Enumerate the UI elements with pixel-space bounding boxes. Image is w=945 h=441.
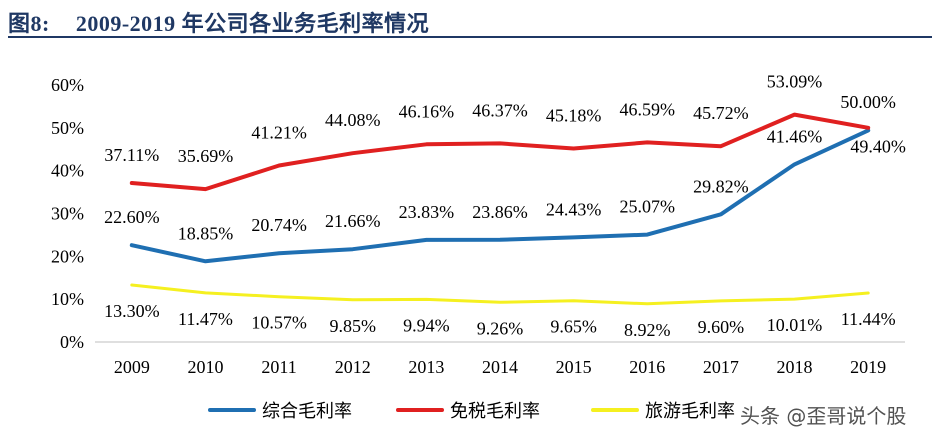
data-label: 13.30% [104, 301, 160, 321]
data-label: 22.60% [104, 207, 160, 227]
y-tick-label: 10% [51, 289, 84, 309]
x-tick-label: 2019 [850, 357, 886, 377]
x-tick-label: 2014 [482, 357, 518, 377]
data-label: 10.01% [767, 315, 823, 335]
data-label: 53.09% [767, 72, 823, 92]
data-label: 46.59% [620, 99, 676, 119]
legend-label: 免税毛利率 [450, 401, 540, 422]
data-label: 41.21% [251, 122, 307, 142]
data-label: 41.46% [767, 126, 823, 146]
figure-number: 图8: [8, 11, 50, 36]
y-tick-label: 60% [51, 75, 84, 95]
data-label: 9.26% [477, 318, 524, 338]
series-line-1 [129, 128, 871, 264]
y-tick-label: 0% [60, 332, 84, 352]
x-tick-label: 2018 [777, 357, 813, 377]
x-tick-label: 2015 [556, 357, 592, 377]
x-tick-label: 2009 [114, 357, 150, 377]
data-label: 45.18% [546, 105, 602, 125]
data-label: 10.57% [251, 313, 307, 333]
data-label: 21.66% [325, 211, 381, 231]
y-tick-label: 40% [51, 161, 84, 181]
data-label: 44.08% [325, 110, 381, 130]
data-label: 37.11% [104, 145, 159, 165]
figure-header: 图8: 2009-2019 年公司各业务毛利率情况 [0, 0, 945, 40]
data-label: 23.86% [472, 202, 528, 222]
x-tick-label: 2017 [703, 357, 739, 377]
data-label: 46.16% [399, 101, 455, 121]
series-line-2 [129, 112, 871, 192]
data-label: 49.40% [850, 136, 906, 156]
figure-title-text: 2009-2019 年公司各业务毛利率情况 [75, 11, 430, 36]
data-label: 24.43% [546, 199, 602, 219]
data-label: 46.37% [472, 100, 528, 120]
data-label: 11.44% [841, 309, 896, 329]
data-label: 9.94% [403, 315, 450, 335]
series-line-3 [130, 283, 870, 306]
data-label: 8.92% [624, 320, 671, 340]
data-label: 20.74% [251, 215, 307, 235]
data-label: 35.69% [178, 146, 234, 166]
legend-label: 旅游毛利率 [645, 401, 735, 422]
data-label: 9.60% [698, 317, 745, 337]
y-tick-label: 30% [51, 204, 84, 224]
y-tick-label: 50% [51, 118, 84, 138]
title-rule [8, 36, 932, 38]
legend-label: 综合毛利率 [262, 401, 352, 422]
y-tick-label: 20% [51, 246, 84, 266]
data-label: 25.07% [620, 197, 676, 217]
x-tick-label: 2016 [629, 357, 665, 377]
figure-title: 图8: 2009-2019 年公司各业务毛利率情况 [8, 6, 429, 38]
x-tick-label: 2011 [261, 357, 296, 377]
data-label: 18.85% [178, 223, 234, 243]
x-tick-label: 2010 [187, 357, 223, 377]
data-label: 9.85% [329, 316, 376, 336]
x-tick-label: 2012 [335, 357, 371, 377]
data-label: 23.83% [399, 202, 455, 222]
watermark: 头条 @歪哥说个股 [740, 404, 907, 428]
x-tick-label: 2013 [408, 357, 444, 377]
data-label: 11.47% [178, 309, 233, 329]
data-label: 29.82% [693, 176, 749, 196]
data-label: 50.00% [840, 92, 896, 112]
data-label: 45.72% [693, 103, 749, 123]
data-label: 9.65% [550, 317, 597, 337]
